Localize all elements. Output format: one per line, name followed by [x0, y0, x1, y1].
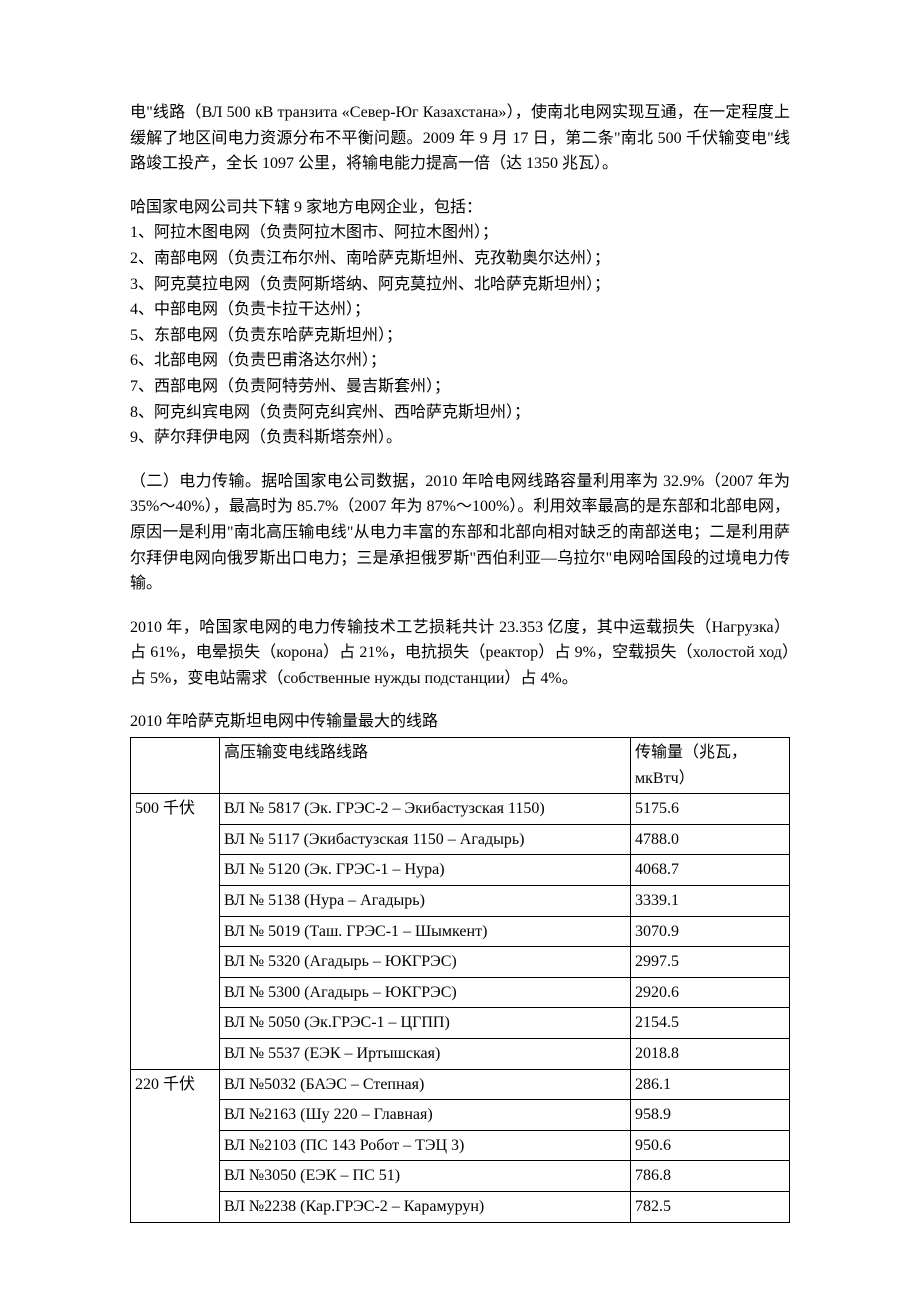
- value-cell: 2997.5: [631, 947, 790, 978]
- line-name-cell: ВЛ № 5120 (Эк. ГРЭС-1 – Нура): [220, 855, 631, 886]
- list-item: 6、北部电网（负责巴甫洛达尔州）；: [130, 348, 790, 374]
- table-row: ВЛ № 5320 (Агадырь – ЮКГРЭС)2997.5: [131, 947, 790, 978]
- line-name-cell: ВЛ №5032 (БАЭС – Степная): [220, 1069, 631, 1100]
- value-cell: 958.9: [631, 1100, 790, 1131]
- value-cell: 4788.0: [631, 824, 790, 855]
- value-cell: 786.8: [631, 1161, 790, 1192]
- value-cell: 782.5: [631, 1191, 790, 1222]
- table-row: 500 千伏ВЛ № 5817 (Эк. ГРЭС-2 – Экибастузс…: [131, 794, 790, 825]
- table-row: ВЛ № 5300 (Агадырь – ЮКГРЭС)2920.6: [131, 977, 790, 1008]
- value-cell: 3339.1: [631, 886, 790, 917]
- value-cell: 2154.5: [631, 1008, 790, 1039]
- line-name-cell: ВЛ № 5817 (Эк. ГРЭС-2 – Экибастузская 11…: [220, 794, 631, 825]
- table-header-row: 高压输变电线路线路传输量（兆瓦，мкВтч）: [131, 738, 790, 794]
- list-item: 2、南部电网（负责江布尔州、南哈萨克斯坦州、克孜勒奥尔达州）；: [130, 246, 790, 272]
- table-row: ВЛ №2163 (Шу 220 – Главная)958.9: [131, 1100, 790, 1131]
- line-name-cell: ВЛ № 5050 (Эк.ГРЭС-1 – ЦГПП): [220, 1008, 631, 1039]
- list-intro: 哈国家电网公司共下辖 9 家地方电网企业，包括：: [130, 195, 790, 221]
- table-row: ВЛ №2238 (Кар.ГРЭС-2 – Карамурун)782.5: [131, 1191, 790, 1222]
- table-row: ВЛ № 5120 (Эк. ГРЭС-1 – Нура)4068.7: [131, 855, 790, 886]
- line-name-cell: ВЛ № 5117 (Экибастузская 1150 – Агадырь): [220, 824, 631, 855]
- table-row: ВЛ №2103 (ПС 143 Робот – ТЭЦ 3)950.6: [131, 1130, 790, 1161]
- paragraph-3: 2010 年，哈国家电网的电力传输技术工艺损耗共计 23.353 亿度，其中运载…: [130, 615, 790, 692]
- line-name-cell: ВЛ №3050 (ЕЭК – ПС 51): [220, 1161, 631, 1192]
- list-item: 9、萨尔拜伊电网（负责科斯塔奈州）。: [130, 425, 790, 451]
- line-name-cell: ВЛ №2163 (Шу 220 – Главная): [220, 1100, 631, 1131]
- list-item: 3、阿克莫拉电网（负责阿斯塔纳、阿克莫拉州、北哈萨克斯坦州）；: [130, 272, 790, 298]
- table-row: ВЛ №3050 (ЕЭК – ПС 51)786.8: [131, 1161, 790, 1192]
- table-row: ВЛ № 5117 (Экибастузская 1150 – Агадырь)…: [131, 824, 790, 855]
- transmission-table: 高压输变电线路线路传输量（兆瓦，мкВтч）500 千伏ВЛ № 5817 (Э…: [130, 737, 790, 1223]
- line-name-cell: ВЛ № 5019 (Таш. ГРЭС-1 – Шымкент): [220, 916, 631, 947]
- value-cell: 2920.6: [631, 977, 790, 1008]
- table-row: 220 千伏ВЛ №5032 (БАЭС – Степная)286.1: [131, 1069, 790, 1100]
- value-cell: 950.6: [631, 1130, 790, 1161]
- list-item: 8、阿克纠宾电网（负责阿克纠宾州、西哈萨克斯坦州）；: [130, 400, 790, 426]
- value-cell: 3070.9: [631, 916, 790, 947]
- voltage-group-cell: 500 千伏: [131, 794, 220, 1069]
- line-name-cell: ВЛ № 5320 (Агадырь – ЮКГРЭС): [220, 947, 631, 978]
- paragraph-2: （二）电力传输。据哈国家电公司数据，2010 年哈电网线路容量利用率为 32.9…: [130, 469, 790, 597]
- line-name-cell: ВЛ №2103 (ПС 143 Робот – ТЭЦ 3): [220, 1130, 631, 1161]
- value-cell: 5175.6: [631, 794, 790, 825]
- table-header-cell: 高压输变电线路线路: [220, 738, 631, 794]
- list-item: 4、中部电网（负责卡拉干达州）；: [130, 297, 790, 323]
- table-row: ВЛ № 5138 (Нура – Агадырь)3339.1: [131, 886, 790, 917]
- table-caption: 2010 年哈萨克斯坦电网中传输量最大的线路: [130, 709, 790, 735]
- line-name-cell: ВЛ № 5537 (ЕЭК – Иртышская): [220, 1039, 631, 1070]
- list-item: 5、东部电网（负责东哈萨克斯坦州）；: [130, 323, 790, 349]
- list-item: 7、西部电网（负责阿特劳州、曼吉斯套州）；: [130, 374, 790, 400]
- value-cell: 286.1: [631, 1069, 790, 1100]
- table-header-cell: [131, 738, 220, 794]
- value-cell: 2018.8: [631, 1039, 790, 1070]
- line-name-cell: ВЛ №2238 (Кар.ГРЭС-2 – Карамурун): [220, 1191, 631, 1222]
- voltage-group-cell: 220 千伏: [131, 1069, 220, 1222]
- line-name-cell: ВЛ № 5300 (Агадырь – ЮКГРЭС): [220, 977, 631, 1008]
- table-header-cell: 传输量（兆瓦，мкВтч）: [631, 738, 790, 794]
- table-row: ВЛ № 5019 (Таш. ГРЭС-1 – Шымкент)3070.9: [131, 916, 790, 947]
- grid-company-list: 哈国家电网公司共下辖 9 家地方电网企业，包括： 1、阿拉木图电网（负责阿拉木图…: [130, 195, 790, 451]
- paragraph-1: 电"线路（ВЛ 500 кВ транзита «Север-Юг Казахс…: [130, 100, 790, 177]
- table-row: ВЛ № 5537 (ЕЭК – Иртышская)2018.8: [131, 1039, 790, 1070]
- list-item: 1、阿拉木图电网（负责阿拉木图市、阿拉木图州）；: [130, 220, 790, 246]
- value-cell: 4068.7: [631, 855, 790, 886]
- table-row: ВЛ № 5050 (Эк.ГРЭС-1 – ЦГПП)2154.5: [131, 1008, 790, 1039]
- line-name-cell: ВЛ № 5138 (Нура – Агадырь): [220, 886, 631, 917]
